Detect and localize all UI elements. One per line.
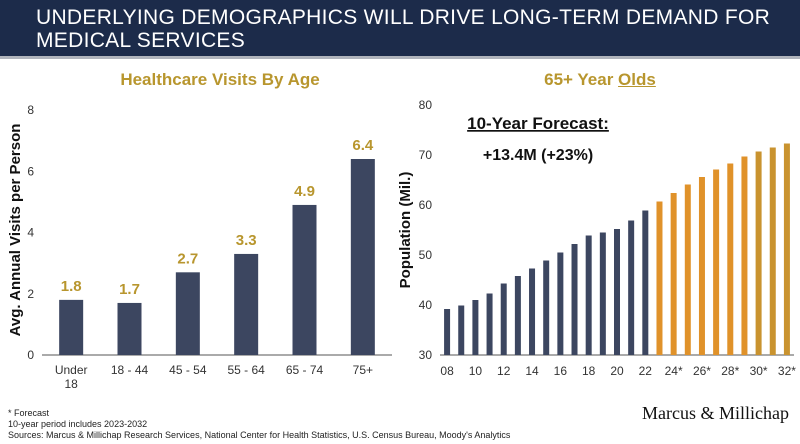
right-x-tick-label: 28* (721, 364, 739, 378)
right-forecast-bar (755, 151, 762, 355)
right-chart: 30 40 50 60 70 80 08 10 12 14 16 18 20 22 24* 26* 28* 30*… (397, 98, 796, 378)
right-x-tick-label: 08 (440, 364, 454, 378)
left-bar (234, 253, 259, 355)
right-forecast-bar (741, 156, 748, 355)
left-chart-title: Healthcare Visits By Age (120, 70, 320, 89)
right-x-tick-label: 10 (469, 364, 483, 378)
right-bar (557, 252, 564, 355)
right-chart-title: 65+ Year Olds (480, 70, 720, 90)
right-y-tick-label: 30 (419, 348, 433, 362)
right-x-tick-label: 14 (525, 364, 539, 378)
right-x-tick-label: 12 (497, 364, 511, 378)
footer-forecast-note: * Forecast (8, 408, 50, 418)
right-forecast-bar (656, 201, 663, 355)
right-y-tick-label: 50 (419, 248, 433, 262)
forecast-annotation-value: +13.4M (+23%) (483, 147, 593, 164)
right-x-tick-label: 16 (554, 364, 568, 378)
right-bar (472, 300, 479, 355)
right-y-tick-label: 40 (419, 298, 433, 312)
right-chart-title-underlined: Olds (618, 70, 656, 89)
right-y-tick-label: 70 (419, 148, 433, 162)
right-bar (628, 220, 635, 355)
right-x-tick-label: 30* (750, 364, 768, 378)
right-forecast-bar (713, 169, 720, 355)
left-y-tick-label: 4 (27, 226, 34, 240)
right-forecast-bar (727, 163, 734, 355)
left-data-label: 3.3 (236, 232, 257, 249)
right-forecast-bar (670, 193, 677, 355)
header-banner: UNDERLYING DEMOGRAPHICS WILL DRIVE LONG-… (0, 0, 800, 56)
right-bar (458, 305, 465, 355)
right-bar (529, 268, 536, 355)
left-x-tick-label: 65 - 74 (286, 363, 324, 377)
right-y-tick-label: 80 (419, 98, 433, 112)
right-bar (599, 232, 606, 355)
left-data-label: 4.9 (294, 183, 315, 200)
footer-period-note: 10-year period includes 2023-2032 (8, 419, 148, 429)
page-title: UNDERLYING DEMOGRAPHICS WILL DRIVE LONG-… (36, 6, 771, 52)
right-y-tick-label: 60 (419, 198, 433, 212)
right-x-tick-label: 22 (639, 364, 653, 378)
left-y-tick-label: 0 (27, 348, 34, 362)
left-y-tick-label: 8 (27, 103, 34, 117)
right-bar (514, 276, 521, 355)
right-bar (486, 293, 493, 355)
right-forecast-bar (684, 184, 691, 355)
right-bar (585, 235, 592, 355)
left-y-tick-label: 2 (27, 287, 34, 301)
right-y-axis-label: Population (Mil.) (397, 172, 414, 289)
left-bar (59, 299, 84, 355)
left-data-label: 1.8 (61, 278, 82, 295)
left-y-tick-label: 6 (27, 164, 34, 178)
left-data-label: 2.7 (177, 250, 198, 267)
right-x-tick-label: 26* (693, 364, 711, 378)
right-bar (500, 283, 507, 355)
right-bar (571, 244, 578, 355)
right-x-tick-label: 24* (665, 364, 683, 378)
right-x-tick-label: 18 (582, 364, 596, 378)
right-x-tick-label: 32* (778, 364, 796, 378)
right-x-tick-label: 20 (610, 364, 624, 378)
left-chart: 0 2 4 6 8 1.8 Under 18 1.7 18 - 44 2.7 45 - 54 3.3 55… (7, 103, 392, 391)
left-bar (117, 302, 142, 355)
left-x-tick-label: 75+ (353, 363, 373, 377)
header-divider (0, 56, 800, 59)
forecast-annotation-title: 10-Year Forecast: (467, 114, 609, 133)
right-bar (444, 309, 451, 355)
right-forecast-bar (783, 143, 790, 355)
left-bar (350, 159, 375, 355)
left-y-axis-label: Avg. Annual Visits per Person (7, 124, 24, 337)
left-x-tick-label: 45 - 54 (169, 363, 207, 377)
company-logo: Marcus & Millichap (642, 403, 789, 423)
left-x-tick-label: 55 - 64 (227, 363, 265, 377)
right-bar (543, 260, 550, 355)
right-bar (614, 229, 620, 355)
left-bar (292, 204, 317, 355)
footer-sources: Sources: Marcus & Millichap Research Ser… (8, 430, 511, 440)
right-bar (642, 210, 649, 355)
right-forecast-bar (698, 177, 705, 355)
left-x-tick-label: 18 - 44 (111, 363, 149, 377)
left-x-tick-label: Under 18 (55, 363, 88, 391)
right-forecast-bar (769, 147, 776, 355)
left-data-label: 1.7 (119, 281, 140, 298)
left-bar (175, 272, 200, 355)
right-chart-title-prefix: 65+ Year (544, 70, 619, 89)
left-data-label: 6.4 (352, 137, 374, 154)
